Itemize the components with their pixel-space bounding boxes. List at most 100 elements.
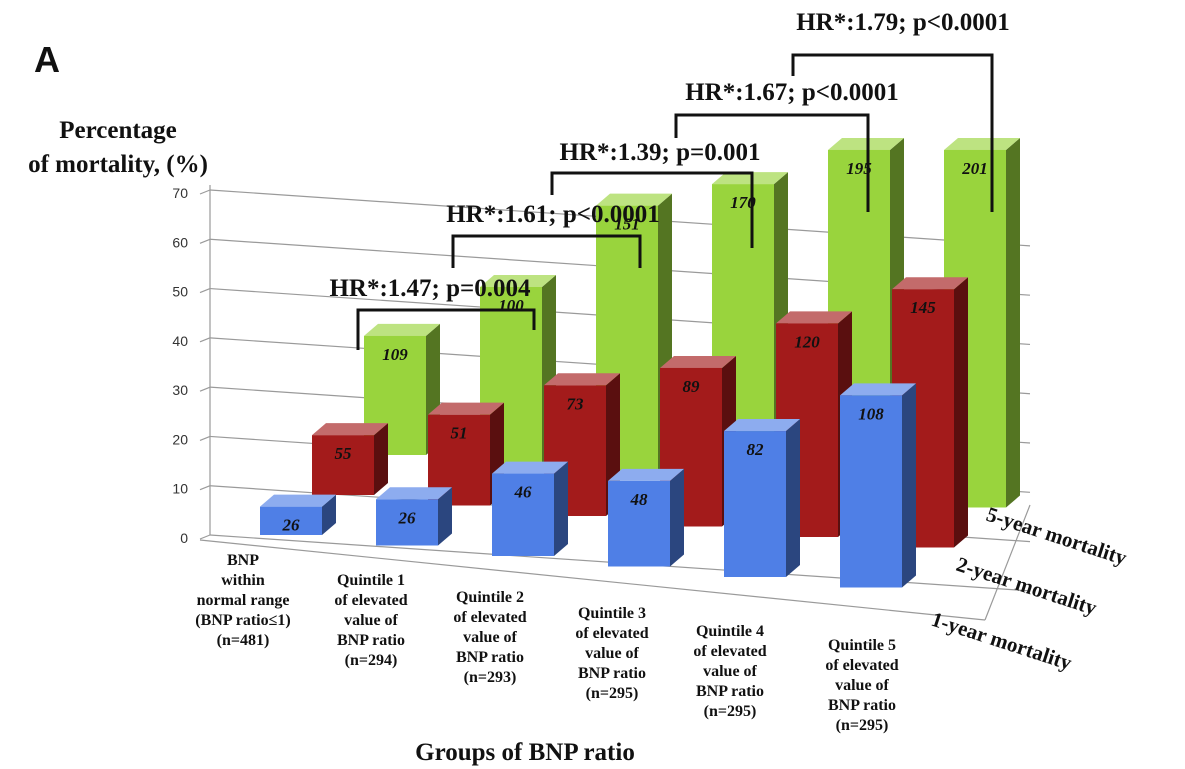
- data-label: 46: [514, 483, 533, 502]
- data-label: 109: [382, 345, 408, 364]
- bar-top: [776, 311, 852, 324]
- hr-label: HR*:1.61; p<0.0001: [446, 201, 660, 228]
- bar-front: [608, 480, 670, 567]
- hr-bracket: [791, 53, 994, 212]
- category-label-line: Quintile 4: [696, 623, 764, 640]
- category-label: BNP within normal range (BNP ratio≤1) (n=481…: [195, 552, 290, 649]
- hr-bracket: [451, 234, 642, 268]
- bar-side: [902, 383, 916, 588]
- bar-side: [670, 468, 684, 567]
- y-tick-label: 70: [172, 185, 188, 201]
- category-labels: BNP within normal range (BNP ratio≤1) (n=481…: [195, 552, 898, 734]
- gridline-side: [199, 288, 211, 294]
- bar-top: [364, 323, 440, 336]
- category-label-line: BNP ratio: [696, 683, 764, 700]
- category-label-line: Quintile 5: [828, 637, 896, 654]
- data-label: 51: [451, 424, 468, 443]
- category-label-line: (n=295): [836, 717, 889, 734]
- hazard-ratio-annotations: HR*:1.47; p=0.004 HR*:1.61; p<0.0001 HR*:1…: [329, 9, 1010, 350]
- category-label-line: of elevated: [334, 592, 407, 609]
- hr-annotation: HR*:1.47; p=0.004: [329, 275, 536, 350]
- y-ticks: 0 10 20 30 40 50 60 70: [172, 185, 188, 546]
- y-tick-label: 30: [172, 382, 188, 398]
- hr-bracket: [550, 171, 754, 248]
- category-label-line: BNP: [227, 552, 259, 569]
- data-label: 145: [910, 298, 936, 317]
- x-axis-label: Groups of BNP ratio: [415, 739, 635, 766]
- bar-front: [312, 435, 374, 495]
- gridline-side: [199, 534, 211, 540]
- hr-annotation: HR*:1.67; p<0.0001: [674, 79, 899, 212]
- y-tick-label: 50: [172, 284, 188, 300]
- category-label-line: (BNP ratio≤1): [195, 612, 290, 629]
- hr-annotation: HR*:1.39; p=0.001: [550, 139, 761, 248]
- category-label: Quintile 4 of elevated value of BNP ratio (n…: [693, 623, 766, 720]
- hr-bracket: [356, 308, 536, 350]
- bar-1-year-mortality: 108: [840, 383, 916, 588]
- bar-1-year-mortality: 26: [260, 494, 336, 535]
- hr-annotation: HR*:1.79; p<0.0001: [791, 9, 1010, 212]
- data-label: 82: [747, 440, 765, 459]
- y-tick-label: 0: [180, 530, 188, 546]
- bar-top: [544, 373, 620, 386]
- bar-top: [892, 277, 968, 290]
- category-label-line: of elevated: [575, 625, 648, 642]
- category-label-line: value of: [585, 645, 639, 662]
- gridline-side: [199, 435, 211, 441]
- category-label-line: value of: [835, 677, 889, 694]
- series-label: 5-year mortality: [983, 502, 1130, 570]
- y-tick-label: 20: [172, 431, 188, 447]
- bar-1-year-mortality: 48: [608, 468, 684, 567]
- category-label-line: of elevated: [693, 643, 766, 660]
- data-label: 120: [794, 332, 820, 351]
- hr-annotation: HR*:1.61; p<0.0001: [446, 201, 660, 268]
- bar-1-year-mortality: 46: [492, 461, 568, 556]
- category-label: Quintile 2 of elevated value of BNP ratio (n…: [453, 589, 526, 686]
- bar-side: [1006, 137, 1020, 508]
- data-label: 170: [730, 193, 756, 212]
- gridline-side: [199, 238, 211, 244]
- bar-side: [438, 487, 452, 546]
- bar-top: [312, 423, 388, 436]
- gridline-side: [199, 386, 211, 392]
- category-label-line: value of: [703, 663, 757, 680]
- bar-top: [660, 355, 736, 368]
- data-label: 26: [282, 516, 301, 535]
- hr-label: HR*:1.67; p<0.0001: [685, 79, 899, 106]
- floor-right-edge: [984, 504, 1031, 621]
- bar-top: [840, 383, 916, 396]
- category-label: Quintile 5 of elevated value of BNP ratio (n…: [825, 637, 898, 734]
- bar-top: [724, 419, 800, 432]
- category-label-line: (n=481): [217, 632, 270, 649]
- gridline-side: [199, 189, 211, 195]
- data-label: 108: [858, 404, 884, 423]
- bar-side: [554, 461, 568, 556]
- y-axis-label-line-1: Percentage: [59, 117, 177, 144]
- category-label-line: value of: [344, 612, 398, 629]
- category-label-line: within: [221, 572, 265, 589]
- bar-top: [596, 193, 672, 206]
- gridline-side: [199, 337, 211, 343]
- hr-label: HR*:1.79; p<0.0001: [796, 9, 1010, 36]
- bar-front: [492, 473, 554, 556]
- data-label: 26: [398, 508, 417, 527]
- bar-top: [260, 494, 336, 507]
- bar-top: [376, 487, 452, 500]
- data-label: 195: [846, 159, 872, 178]
- category-label-line: (n=293): [464, 669, 517, 686]
- bar-side: [954, 277, 968, 548]
- series-label: 2-year mortality: [953, 552, 1100, 620]
- category-label-line: (n=294): [345, 652, 398, 669]
- floor-front-edge: [199, 539, 986, 621]
- bar-top: [828, 137, 904, 150]
- category-label-line: value of: [463, 629, 517, 646]
- bar-top: [944, 137, 1020, 150]
- data-label: 55: [335, 444, 353, 463]
- series-label: 1-year mortality: [928, 607, 1075, 675]
- bar-front: [260, 506, 322, 535]
- data-label: 151: [614, 215, 640, 234]
- bar-side: [322, 494, 336, 535]
- bar-1-year-mortality: 26: [376, 487, 452, 546]
